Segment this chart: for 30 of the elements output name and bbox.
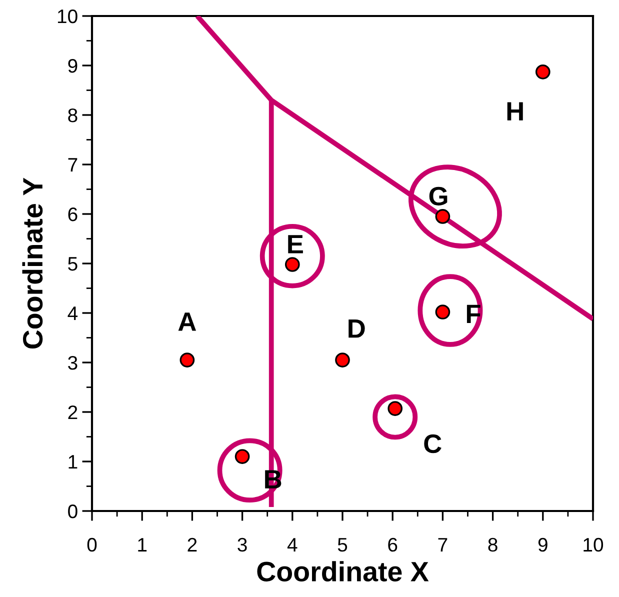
x-tick-label: 6 bbox=[388, 538, 398, 552]
y-tick-label: 3 bbox=[68, 356, 78, 370]
y-tick-label: 4 bbox=[68, 306, 78, 320]
annotation: D bbox=[348, 320, 365, 338]
y-tick-label: 7 bbox=[68, 158, 78, 172]
x-tick-label: 1 bbox=[138, 538, 147, 552]
y-tick-label: 6 bbox=[68, 207, 78, 222]
x-tick-label: 9 bbox=[538, 538, 548, 552]
y-tick-label: 10 bbox=[58, 9, 78, 24]
x-tick-label: 2 bbox=[188, 538, 197, 552]
x-axis-title: Coordinate X bbox=[257, 561, 429, 582]
y-tick-label: 1 bbox=[68, 455, 78, 469]
x-tick-label: 7 bbox=[438, 538, 448, 552]
y-tick-label: 9 bbox=[68, 58, 78, 73]
y-tick-label: 5 bbox=[68, 257, 78, 271]
x-tick-label: 8 bbox=[488, 538, 498, 552]
y-tick-label: 8 bbox=[68, 108, 78, 122]
annotation: A bbox=[178, 312, 196, 331]
x-tick-label: 4 bbox=[287, 538, 298, 552]
annotation: H bbox=[507, 102, 523, 120]
x-tick-label: 10 bbox=[584, 538, 604, 552]
y-tick-label: 2 bbox=[68, 405, 78, 420]
annotation: E bbox=[288, 235, 303, 254]
x-tick-label: 3 bbox=[238, 538, 247, 552]
x-tick-label: 5 bbox=[338, 538, 348, 552]
y-tick-label: 0 bbox=[68, 504, 78, 518]
annotation: G bbox=[429, 186, 448, 206]
annotation: C bbox=[424, 434, 442, 454]
x-tick-label: 0 bbox=[87, 538, 97, 552]
y-axis-title: Coordinate Y bbox=[22, 178, 43, 349]
